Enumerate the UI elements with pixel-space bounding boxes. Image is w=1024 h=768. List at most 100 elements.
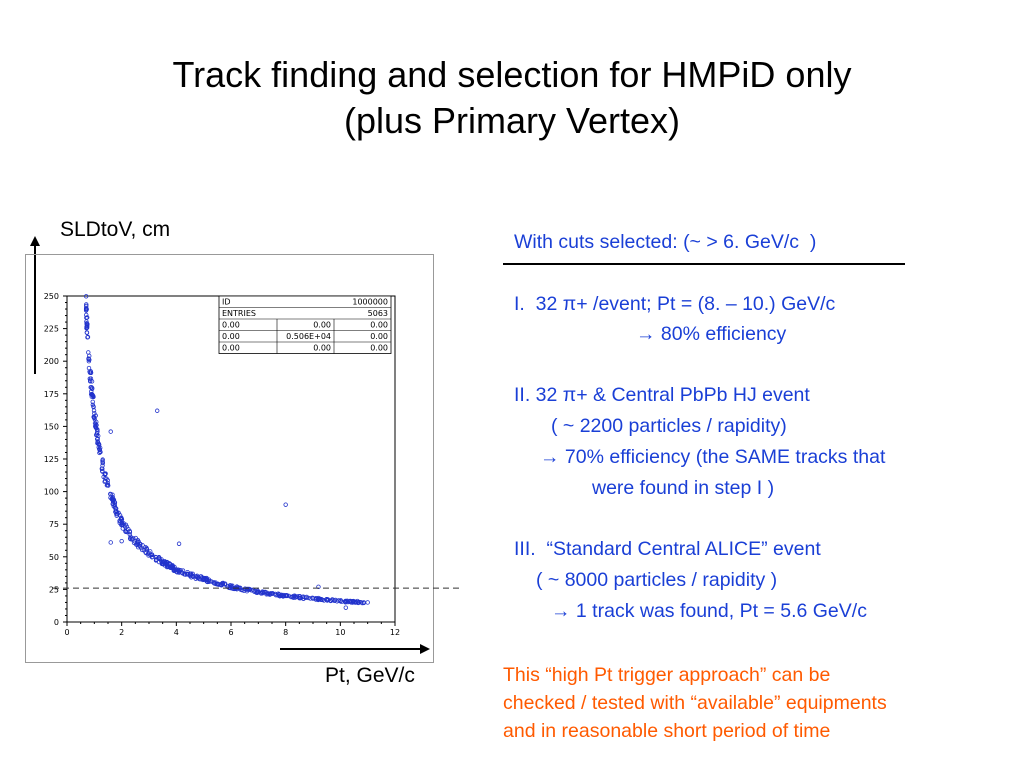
scatter-point <box>303 595 309 601</box>
stats-cell: 0.00 <box>370 332 388 341</box>
x-tick-label: 8 <box>283 628 288 637</box>
scatter-point <box>176 570 182 575</box>
right-arrow-icon: → <box>636 323 661 345</box>
trend-point <box>338 598 343 604</box>
y-tick-label: 0 <box>54 618 59 627</box>
y-tick-label: 75 <box>49 520 59 529</box>
right-arrow-icon: → <box>551 600 576 622</box>
scatter-point <box>86 350 91 355</box>
scatter-point <box>123 528 128 534</box>
scatter-point <box>110 497 115 502</box>
stats-cell: ENTRIES <box>222 309 256 318</box>
scatter-point <box>185 571 190 577</box>
outlier-point <box>119 538 124 544</box>
scatter-point <box>246 586 252 592</box>
scatter-point <box>144 546 149 552</box>
trend-point <box>89 385 94 390</box>
footer-line-2: checked / tested with “available” equipm… <box>503 692 887 714</box>
scatter-point <box>358 599 364 605</box>
outlier-point <box>176 541 182 546</box>
scatter-point <box>84 321 89 326</box>
stats-cell: 0.00 <box>313 344 331 353</box>
note-iii-line-3-text: 1 track was found, Pt = 5.6 GeV/c <box>575 600 867 622</box>
stats-box: ID 1000000 ENTRIES 5063 0.00 0.00 0.00 0.00 0.50… <box>218 295 392 354</box>
trend-point <box>160 559 165 565</box>
scatter-point <box>204 579 209 584</box>
scatter-point <box>87 370 93 375</box>
scatter-point <box>103 471 108 477</box>
trend-point <box>310 596 316 601</box>
stats-cell: 1000000 <box>352 298 388 307</box>
scatter-point <box>276 591 281 597</box>
x-tick-label: 4 <box>174 628 179 637</box>
scatter-point <box>111 497 117 502</box>
scatter-point <box>301 594 306 599</box>
scatter-point <box>270 591 275 596</box>
scatter-point <box>100 468 105 474</box>
scatter-point <box>218 582 223 587</box>
scatter-point <box>293 594 298 599</box>
scatter-point <box>84 312 89 318</box>
scatter-point <box>235 585 241 590</box>
scatter-point <box>160 561 165 566</box>
trend-point <box>174 567 179 573</box>
y-tick-label: 175 <box>44 390 59 399</box>
scatter-point <box>100 466 105 471</box>
note-ii-line-1: II. 32 π+ & Central PbPb HJ event <box>514 384 810 406</box>
scatter-point <box>321 598 327 603</box>
trend-point <box>100 463 105 468</box>
scatter-point <box>120 526 125 531</box>
scatter-point <box>119 522 124 528</box>
x-tick-label: 6 <box>228 628 233 637</box>
scatter-point <box>298 595 304 601</box>
scatter-point <box>83 294 89 299</box>
trend-point <box>108 492 113 497</box>
scatter-point <box>136 539 141 544</box>
scatter-point <box>170 564 176 570</box>
scatter-point <box>90 399 95 404</box>
trend-point <box>228 584 234 589</box>
y-tick-label: 25 <box>49 585 59 594</box>
x-tick-label: 10 <box>335 628 345 637</box>
trend-point <box>113 508 119 514</box>
scatter-point <box>86 356 91 361</box>
scatter-point <box>93 432 99 438</box>
trend-point <box>83 306 89 312</box>
scatter-point <box>110 501 115 507</box>
x-axis-arrow <box>280 644 430 654</box>
title-line-1: Track finding and selection for HMPiD on… <box>172 54 852 95</box>
stats-cell: ID <box>222 298 231 307</box>
plot-tick-labels: 0 2 4 6 8 10 12 0 25 50 75 100 125 150 175 200 225 250 <box>44 292 400 637</box>
scatter-plot: 0 2 4 6 8 10 12 0 25 50 75 100 125 150 175 200 225 250 ID… <box>44 292 461 637</box>
stats-cell: 0.00 <box>222 321 240 330</box>
x-tick-label: 12 <box>390 628 400 637</box>
stats-cell: 0.00 <box>370 344 388 353</box>
scatter-point <box>222 582 227 587</box>
x-tick-label: 0 <box>64 628 69 637</box>
scatter-point <box>153 558 159 563</box>
scatter-point <box>140 543 145 548</box>
trend-point <box>256 589 261 595</box>
y-tick-label: 225 <box>44 325 59 334</box>
scatter-point <box>113 506 119 511</box>
scatter-point <box>325 598 330 603</box>
scatter-point <box>84 315 90 320</box>
note-i-line-2: → 80% efficiency <box>636 323 786 346</box>
stats-cell: 0.00 <box>370 321 388 330</box>
y-tick-label: 200 <box>44 357 59 366</box>
scatter-point <box>91 394 96 400</box>
note-ii-line-3: → 70% efficiency (the SAME tracks that <box>540 446 885 469</box>
scatter-point <box>84 330 90 335</box>
note-ii-line-2: ( ~ 2200 particles / rapidity) <box>551 415 787 437</box>
trend-point <box>365 600 370 605</box>
stats-cell: 0.00 <box>222 344 240 353</box>
trend-point <box>283 593 288 599</box>
scatter-point <box>100 460 106 466</box>
outlier-point <box>154 408 160 413</box>
scatter-point <box>222 581 228 586</box>
cuts-underline <box>503 263 905 265</box>
note-iii-line-1: III. “Standard Central ALICE” event <box>514 538 821 560</box>
outlier-point <box>343 605 348 610</box>
plot-frame <box>25 254 434 663</box>
y-tick-label: 125 <box>44 455 59 464</box>
